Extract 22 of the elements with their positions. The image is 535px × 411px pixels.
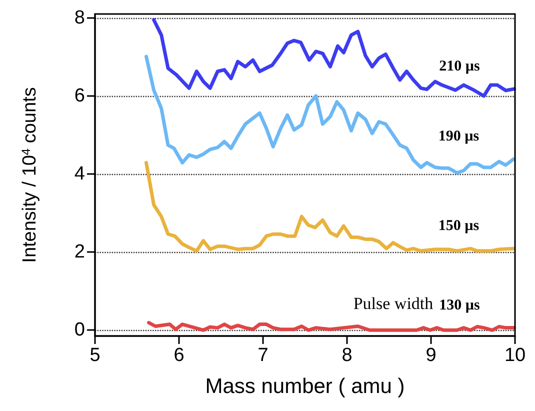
y-tick-label: 6 bbox=[74, 85, 85, 106]
annotation: Pulse width bbox=[353, 294, 434, 313]
series-label: 130 µs bbox=[439, 297, 480, 314]
series-label: 150 µs bbox=[438, 218, 480, 234]
series-label: 190 µs bbox=[438, 128, 480, 145]
x-tick-label: 10 bbox=[504, 345, 526, 366]
y-tick-label: 8 bbox=[74, 7, 85, 28]
x-tick-label: 6 bbox=[174, 345, 184, 366]
y-tick-label: 4 bbox=[74, 164, 86, 185]
series-label: 210 µs bbox=[439, 58, 480, 74]
x-tick-label: 9 bbox=[426, 345, 436, 366]
x-axis-title: Mass number ( amu ) bbox=[205, 375, 405, 398]
y-axis-title: Intensity / 104 counts bbox=[19, 87, 40, 263]
x-tick-label: 8 bbox=[342, 345, 352, 366]
x-tick-label: 7 bbox=[258, 345, 268, 366]
line-series bbox=[144, 54, 516, 175]
x-tick-label: 5 bbox=[90, 345, 100, 366]
y-tick-label: 2 bbox=[74, 242, 85, 263]
line-series bbox=[144, 160, 516, 253]
y-tick-label: 0 bbox=[74, 320, 85, 341]
line-series bbox=[147, 320, 516, 332]
line-series bbox=[152, 18, 516, 98]
